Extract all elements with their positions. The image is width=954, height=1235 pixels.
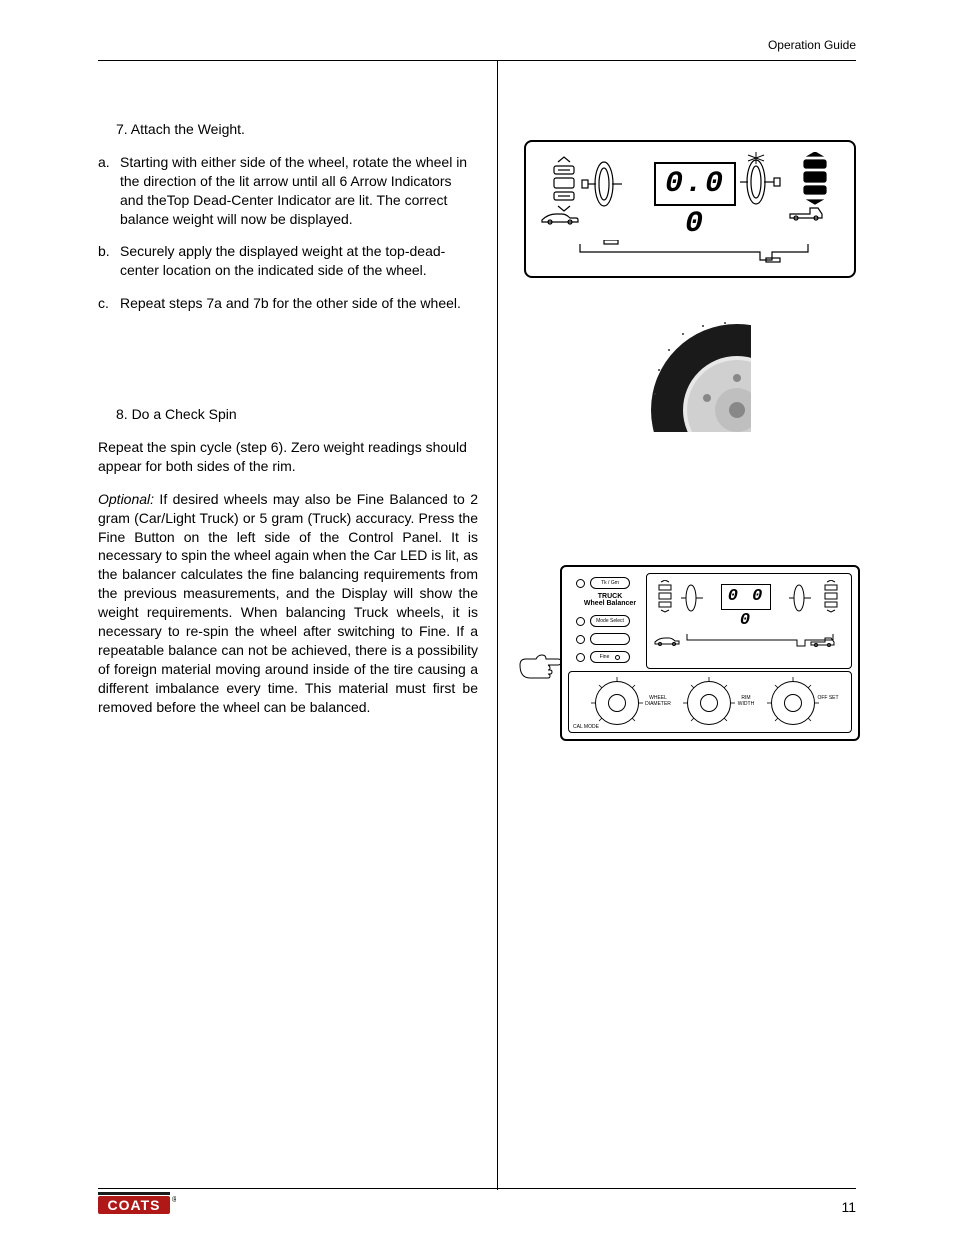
mini-right-indicator-icon [783, 580, 845, 624]
dial-ticks-icon [569, 672, 857, 734]
mini-left-indicator-icon [653, 580, 707, 624]
header-rule [98, 60, 856, 61]
fine-button: Fine [590, 651, 630, 663]
column-divider [497, 60, 498, 1190]
mini-bracket-icon [651, 628, 851, 664]
left-indicator-icon [540, 156, 640, 228]
svg-text:®: ® [172, 1195, 176, 1204]
list-marker: c. [98, 294, 120, 313]
right-indicator-icon [730, 152, 840, 226]
btn-circle-icon [576, 617, 585, 626]
svg-text:COATS: COATS [108, 1197, 161, 1213]
figure-tire [520, 320, 860, 437]
panel-title-2: Wheel Balancer [580, 600, 640, 607]
left-column: 7. Attach the Weight. a. Starting with e… [98, 120, 478, 730]
coats-logo: COATS ® [98, 1192, 176, 1223]
lower-dial-frame: WHEEL DIAMETER RIM WIDTH OFF SET CAL MOD… [568, 671, 852, 733]
footer-rule [98, 1188, 856, 1189]
list-marker: a. [98, 153, 120, 229]
header-title: Operation Guide [768, 38, 856, 52]
btn-circle-icon [576, 579, 585, 588]
weight-display: 0.0 0 [654, 162, 736, 206]
step-7a: a. Starting with either side of the whee… [98, 153, 478, 229]
step-8-p1: Repeat the spin cycle (step 6). Zero wei… [98, 438, 478, 476]
step-7c-text: Repeat steps 7a and 7b for the other sid… [120, 294, 478, 313]
step-7-head: 7. Attach the Weight. [116, 120, 478, 139]
oz-gm-button: Tk / Gm [590, 577, 630, 589]
fine-led-icon [615, 655, 620, 660]
step-8-p2: Optional: If desired wheels may also be … [98, 490, 478, 717]
right-column: 0.0 0 [520, 140, 860, 741]
step-8-p2-text: If desired wheels may also be Fine Balan… [98, 491, 478, 715]
step-8-head: 8. Do a Check Spin [116, 405, 478, 424]
tire-icon [629, 320, 751, 432]
figure-display-panel: 0.0 0 [524, 140, 856, 278]
pointing-hand-icon [518, 653, 562, 683]
btn-circle-icon [576, 653, 585, 662]
step-7a-text: Starting with either side of the wheel, … [120, 153, 478, 229]
left-blank-button [590, 633, 630, 645]
btn-circle-icon [576, 635, 585, 644]
panel-title: TRUCK Wheel Balancer [580, 593, 640, 607]
mode-select-button: Mode Select [590, 615, 630, 627]
fine-button-label: Fine [600, 654, 610, 660]
panel-title-1: TRUCK [580, 593, 640, 600]
offset-bracket-icon [574, 240, 814, 268]
list-marker: b. [98, 242, 120, 280]
cal-mode-label: CAL MODE [573, 725, 599, 731]
step-7b: b. Securely apply the displayed weight a… [98, 242, 478, 280]
mini-weight-display: 0 0 0 [721, 584, 771, 610]
step-7c: c. Repeat steps 7a and 7b for the other … [98, 294, 478, 313]
figure-control-panel: Tk / Gm TRUCK Wheel Balancer Mode Select… [520, 565, 860, 741]
page-number: 11 [841, 1199, 856, 1215]
optional-label: Optional: [98, 491, 154, 507]
upper-display-frame: 0 0 0 [646, 573, 852, 669]
step-7b-text: Securely apply the displayed weight at t… [120, 242, 478, 280]
